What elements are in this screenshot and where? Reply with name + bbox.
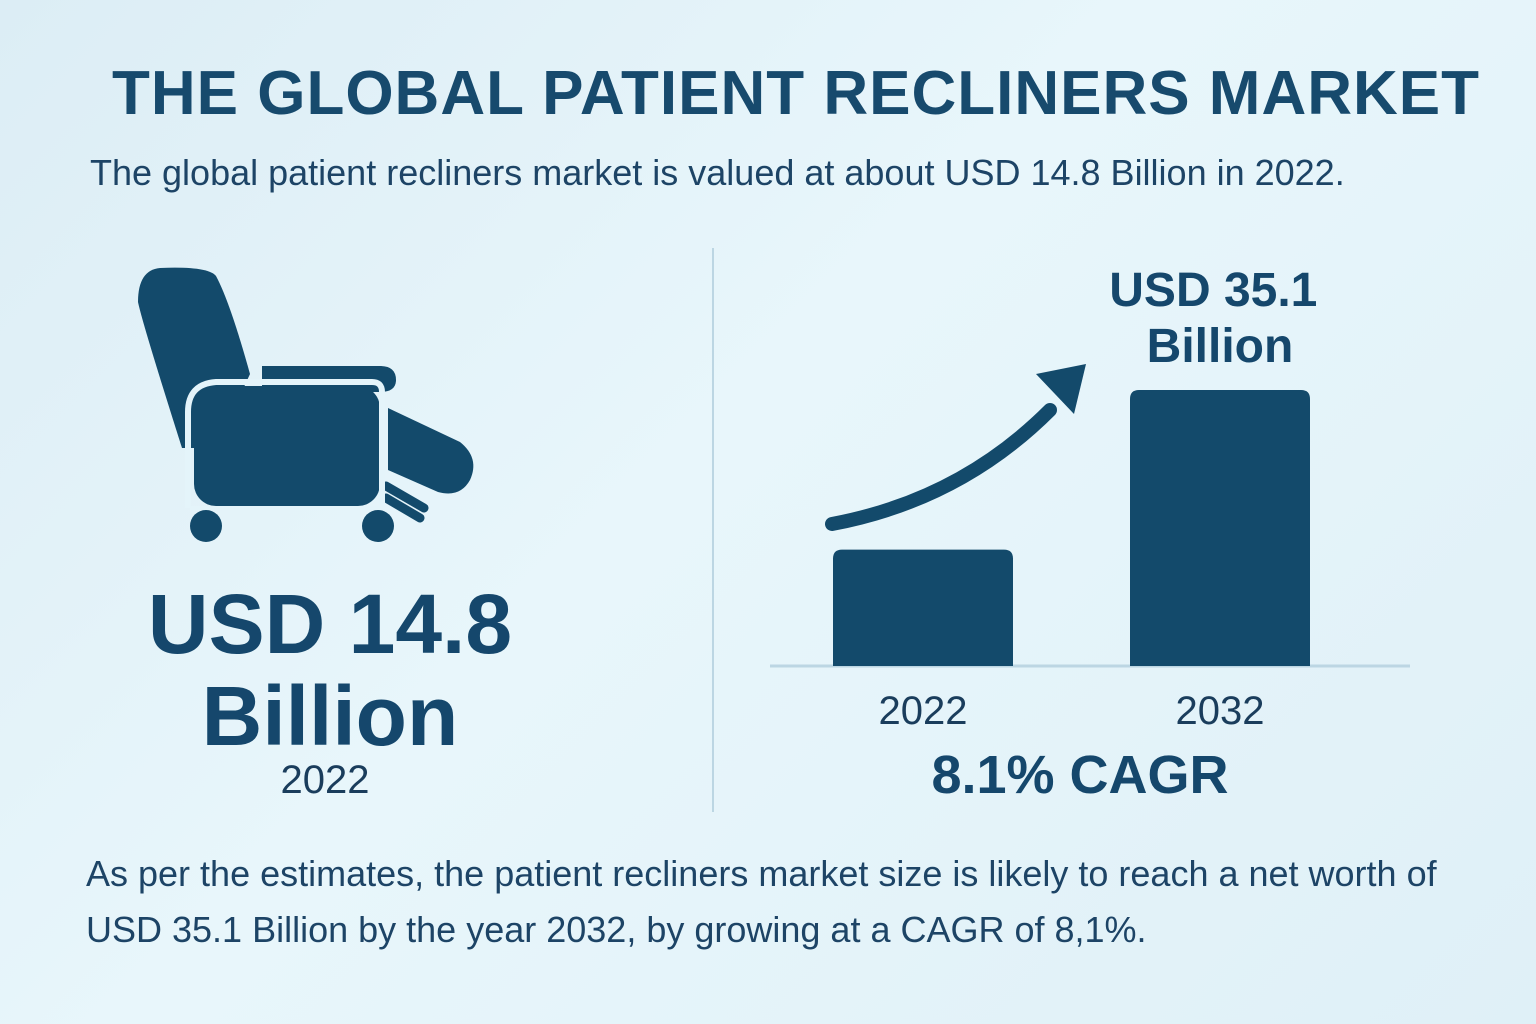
upward-trend-arrow-icon (825, 403, 1057, 531)
bar-2022 (833, 549, 1013, 666)
category-label-2032: 2032 (1176, 689, 1265, 733)
recliner-chair-icon (138, 267, 474, 542)
current-value-unit: Billion (201, 669, 459, 763)
current-market-value: USD 14.8 Billion (60, 578, 600, 762)
trend-arrow-head (1036, 364, 1086, 414)
category-label-2022: 2022 (879, 689, 968, 733)
bar-2032 (1130, 390, 1310, 666)
footer-summary: As per the estimates, the patient reclin… (86, 853, 1437, 950)
bar-value-label-amount: USD 35.1 (1109, 264, 1317, 317)
cagr-label: 8.1% CAGR (931, 745, 1229, 805)
current-value-amount: USD 14.8 (147, 577, 513, 671)
bar-value-label: USD 35.1 Billion (1109, 264, 1330, 373)
panel-divider (712, 248, 714, 812)
bar-value-label-unit: Billion (1147, 320, 1294, 373)
page-subtitle: The global patient recliners market is v… (90, 152, 1345, 193)
page-title: THE GLOBAL PATIENT RECLINERS MARKET (112, 59, 1480, 128)
current-value-year: 2022 (280, 758, 370, 802)
growth-bar-chart: 2022 2032 USD 35.1 Billion (770, 264, 1410, 733)
